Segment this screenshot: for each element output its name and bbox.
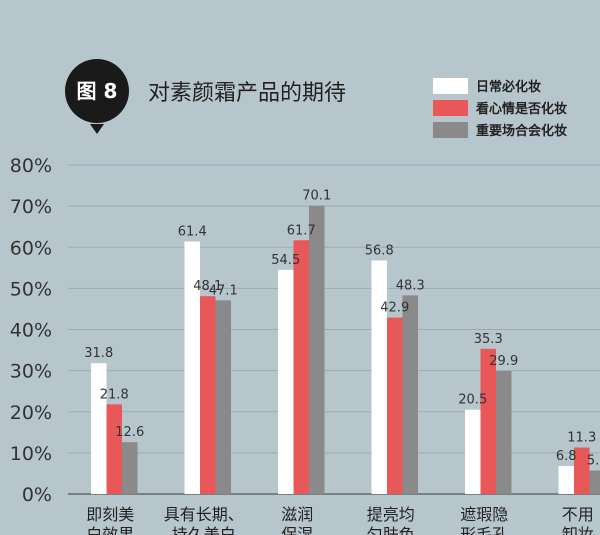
category-label: 具有长期、持久美白 <box>164 505 244 535</box>
value-label: 54.5 <box>271 253 300 268</box>
value-label: 56.8 <box>365 243 394 258</box>
chart-header: 图 8 对素颜霜产品的期待 <box>65 59 346 134</box>
bar <box>574 447 590 494</box>
bar <box>480 348 496 494</box>
value-labels: 31.8 61.4 54.5 56.8 20.5 6.8 21.8 48.1 61.7 42.9 3… <box>84 189 600 469</box>
bar <box>402 295 418 494</box>
category-label: 不用卸妆 <box>562 505 594 535</box>
bar <box>558 466 574 494</box>
bar <box>496 371 512 494</box>
bar <box>184 241 200 494</box>
bar <box>91 363 107 494</box>
y-tick-label: 70% <box>10 196 52 218</box>
value-label: 20.5 <box>458 393 487 408</box>
value-label: 6.8 <box>556 449 577 464</box>
legend-label: 看心情是否化妆 <box>476 101 567 117</box>
value-label: 5.7 <box>587 454 600 469</box>
figure-badge: 图 8 <box>77 79 118 103</box>
category-label: 即刻美白效果 <box>86 505 134 535</box>
bar <box>387 317 403 494</box>
bar <box>215 300 231 494</box>
y-tick-label: 0% <box>22 484 52 506</box>
bar <box>293 240 309 494</box>
bar <box>122 442 138 494</box>
value-label: 61.7 <box>287 223 316 238</box>
legend-label: 重要场合会化妆 <box>476 123 567 139</box>
value-label: 47.1 <box>209 283 238 298</box>
category-label: 遮瑕隐形毛孔 <box>460 505 508 535</box>
bar <box>589 470 600 494</box>
value-label: 48.1 <box>193 279 222 294</box>
y-tick-label: 60% <box>10 237 52 259</box>
bar <box>278 269 294 494</box>
chart-title: 对素颜霜产品的期待 <box>148 81 346 106</box>
value-label: 35.3 <box>474 332 503 347</box>
badge-pointer-icon <box>90 124 104 134</box>
value-label: 21.8 <box>100 387 129 402</box>
badge-circle <box>65 59 129 123</box>
value-label: 29.9 <box>489 354 518 369</box>
bar <box>106 404 122 494</box>
legend-swatch <box>433 78 468 94</box>
legend-swatch <box>433 122 468 138</box>
y-tick-label: 30% <box>10 361 52 383</box>
y-tick-label: 40% <box>10 320 52 342</box>
value-label: 48.3 <box>396 278 425 293</box>
bar <box>200 296 216 494</box>
value-label: 11.3 <box>567 431 596 446</box>
y-tick-label: 80% <box>10 155 52 177</box>
bar <box>309 205 325 494</box>
value-label: 70.1 <box>302 189 331 204</box>
value-label: 31.8 <box>84 346 113 361</box>
y-tick-label: 50% <box>10 278 52 300</box>
y-tick-label: 20% <box>10 402 52 424</box>
value-label: 42.9 <box>380 301 409 316</box>
bar <box>465 409 481 494</box>
bar <box>371 260 387 494</box>
bar-group <box>91 205 600 494</box>
category-label: 滋润保湿 <box>281 505 313 535</box>
legend-swatch <box>433 100 468 116</box>
value-label: 12.6 <box>115 425 144 440</box>
category-label: 提亮均匀肤色 <box>367 505 415 535</box>
legend-label: 日常必化妆 <box>476 79 541 95</box>
grid-lines <box>68 164 600 495</box>
value-label: 61.4 <box>178 224 207 239</box>
y-axis-ticks: 0% 10% 20% 30% 40% 50% 60% 70% 80% <box>10 155 52 506</box>
y-tick-label: 10% <box>10 443 52 465</box>
